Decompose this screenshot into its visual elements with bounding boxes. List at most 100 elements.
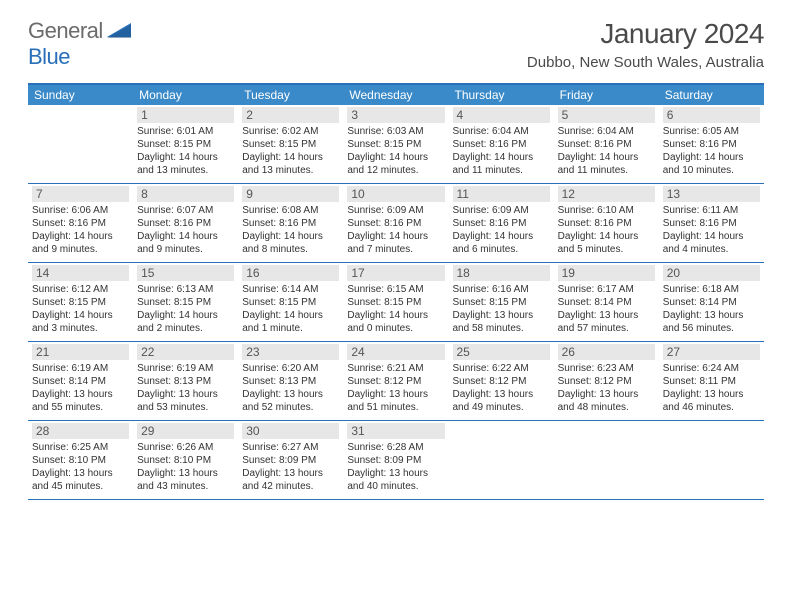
weekday-header: Thursday xyxy=(449,85,554,105)
day-info-line: Daylight: 13 hours xyxy=(663,388,760,401)
day-info-line: Daylight: 14 hours xyxy=(663,230,760,243)
day-cell: 11Sunrise: 6:09 AMSunset: 8:16 PMDayligh… xyxy=(449,184,554,262)
day-info-line: Sunset: 8:15 PM xyxy=(242,138,339,151)
day-cell: 6Sunrise: 6:05 AMSunset: 8:16 PMDaylight… xyxy=(659,105,764,183)
day-cell: 16Sunrise: 6:14 AMSunset: 8:15 PMDayligh… xyxy=(238,263,343,341)
day-info-line: Daylight: 14 hours xyxy=(137,230,234,243)
day-info-line: Daylight: 13 hours xyxy=(453,309,550,322)
day-info-line: Daylight: 14 hours xyxy=(347,230,444,243)
day-cell: 20Sunrise: 6:18 AMSunset: 8:14 PMDayligh… xyxy=(659,263,764,341)
day-info-line: Daylight: 13 hours xyxy=(32,467,129,480)
title-block: January 2024 Dubbo, New South Wales, Aus… xyxy=(527,18,764,71)
day-info-line: and 13 minutes. xyxy=(242,164,339,177)
day-info-line: Daylight: 13 hours xyxy=(453,388,550,401)
day-number: 8 xyxy=(137,186,234,202)
day-cell xyxy=(554,421,659,499)
day-cell xyxy=(659,421,764,499)
day-number: 23 xyxy=(242,344,339,360)
logo-word-blue: Blue xyxy=(28,44,70,69)
day-info-line: Sunrise: 6:20 AM xyxy=(242,362,339,375)
day-info-line: and 42 minutes. xyxy=(242,480,339,493)
day-info-line: Sunrise: 6:08 AM xyxy=(242,204,339,217)
day-number: 18 xyxy=(453,265,550,281)
day-cell: 5Sunrise: 6:04 AMSunset: 8:16 PMDaylight… xyxy=(554,105,659,183)
weekday-header: Friday xyxy=(554,85,659,105)
day-info-line: Sunset: 8:15 PM xyxy=(32,296,129,309)
day-info-line: Sunrise: 6:26 AM xyxy=(137,441,234,454)
day-cell: 7Sunrise: 6:06 AMSunset: 8:16 PMDaylight… xyxy=(28,184,133,262)
day-number: 5 xyxy=(558,107,655,123)
day-info-line: Daylight: 13 hours xyxy=(558,388,655,401)
day-info-line: Sunrise: 6:05 AM xyxy=(663,125,760,138)
header: General Blue January 2024 Dubbo, New Sou… xyxy=(28,18,764,71)
day-cell: 8Sunrise: 6:07 AMSunset: 8:16 PMDaylight… xyxy=(133,184,238,262)
day-info-line: and 43 minutes. xyxy=(137,480,234,493)
day-info-line: and 55 minutes. xyxy=(32,401,129,414)
day-info-line: Daylight: 13 hours xyxy=(242,467,339,480)
day-info-line: Daylight: 14 hours xyxy=(347,151,444,164)
day-number: 22 xyxy=(137,344,234,360)
day-info-line: Sunrise: 6:15 AM xyxy=(347,283,444,296)
day-info-line: Sunset: 8:14 PM xyxy=(558,296,655,309)
day-cell: 19 Sunrise: 6:17 AMSunset: 8:14 PMDayligh… xyxy=(554,263,659,341)
day-info-line: Daylight: 14 hours xyxy=(137,151,234,164)
day-info-line: and 10 minutes. xyxy=(663,164,760,177)
day-info-line: Sunrise: 6:21 AM xyxy=(347,362,444,375)
day-info-line: Sunrise: 6:24 AM xyxy=(663,362,760,375)
day-info-line: Sunrise: 6:09 AM xyxy=(347,204,444,217)
day-cell xyxy=(449,421,554,499)
day-number: 31 xyxy=(347,423,444,439)
day-info-line: Daylight: 14 hours xyxy=(32,230,129,243)
day-info-line: Sunrise: 6:17 AM xyxy=(558,283,655,296)
day-number: 14 xyxy=(32,265,129,281)
day-cell: 1Sunrise: 6:01 AMSunset: 8:15 PMDaylight… xyxy=(133,105,238,183)
day-info-line: Sunrise: 6:18 AM xyxy=(663,283,760,296)
day-info-line: Daylight: 14 hours xyxy=(453,230,550,243)
day-info-line: Sunset: 8:16 PM xyxy=(453,217,550,230)
day-info-line: Daylight: 13 hours xyxy=(137,388,234,401)
weeks-container: 1Sunrise: 6:01 AMSunset: 8:15 PMDaylight… xyxy=(28,105,764,500)
day-number: 13 xyxy=(663,186,760,202)
day-info-line: and 2 minutes. xyxy=(137,322,234,335)
day-number: 7 xyxy=(32,186,129,202)
day-cell: 4Sunrise: 6:04 AMSunset: 8:16 PMDaylight… xyxy=(449,105,554,183)
day-info-line: Sunset: 8:14 PM xyxy=(663,296,760,309)
logo: General Blue xyxy=(28,18,133,70)
day-info-line: Sunrise: 6:19 AM xyxy=(32,362,129,375)
day-number: 25 xyxy=(453,344,550,360)
day-number: 3 xyxy=(347,107,444,123)
day-info-line: Sunset: 8:15 PM xyxy=(137,138,234,151)
day-number: 17 xyxy=(347,265,444,281)
weekday-header: Monday xyxy=(133,85,238,105)
day-info-line: Daylight: 14 hours xyxy=(663,151,760,164)
day-number: 15 xyxy=(137,265,234,281)
day-info-line: Sunrise: 6:06 AM xyxy=(32,204,129,217)
day-info-line: Daylight: 13 hours xyxy=(558,309,655,322)
day-info-line: Sunset: 8:16 PM xyxy=(347,217,444,230)
day-info-line: Sunset: 8:09 PM xyxy=(242,454,339,467)
day-cell: 27Sunrise: 6:24 AMSunset: 8:11 PMDayligh… xyxy=(659,342,764,420)
day-info-line: Sunset: 8:15 PM xyxy=(242,296,339,309)
day-info-line: Sunset: 8:10 PM xyxy=(32,454,129,467)
day-number: 10 xyxy=(347,186,444,202)
day-info-line: Sunset: 8:16 PM xyxy=(558,217,655,230)
day-number: 19 xyxy=(558,265,655,281)
day-info-line: and 58 minutes. xyxy=(453,322,550,335)
day-info-line: Daylight: 14 hours xyxy=(347,309,444,322)
day-info-line: Daylight: 13 hours xyxy=(347,388,444,401)
day-cell: 3Sunrise: 6:03 AMSunset: 8:15 PMDaylight… xyxy=(343,105,448,183)
weekday-header: Tuesday xyxy=(238,85,343,105)
day-cell: 12Sunrise: 6:10 AMSunset: 8:16 PMDayligh… xyxy=(554,184,659,262)
day-info-line: Sunrise: 6:01 AM xyxy=(137,125,234,138)
day-info-line: Sunrise: 6:09 AM xyxy=(453,204,550,217)
day-info-line: and 56 minutes. xyxy=(663,322,760,335)
day-info-line: Daylight: 14 hours xyxy=(558,151,655,164)
day-info-line: and 57 minutes. xyxy=(558,322,655,335)
day-number: 6 xyxy=(663,107,760,123)
day-cell: 22Sunrise: 6:19 AMSunset: 8:13 PMDayligh… xyxy=(133,342,238,420)
day-info-line: Daylight: 13 hours xyxy=(32,388,129,401)
day-info-line: Sunrise: 6:04 AM xyxy=(558,125,655,138)
day-cell: 29Sunrise: 6:26 AMSunset: 8:10 PMDayligh… xyxy=(133,421,238,499)
week-row: 21Sunrise: 6:19 AMSunset: 8:14 PMDayligh… xyxy=(28,342,764,421)
day-number: 4 xyxy=(453,107,550,123)
